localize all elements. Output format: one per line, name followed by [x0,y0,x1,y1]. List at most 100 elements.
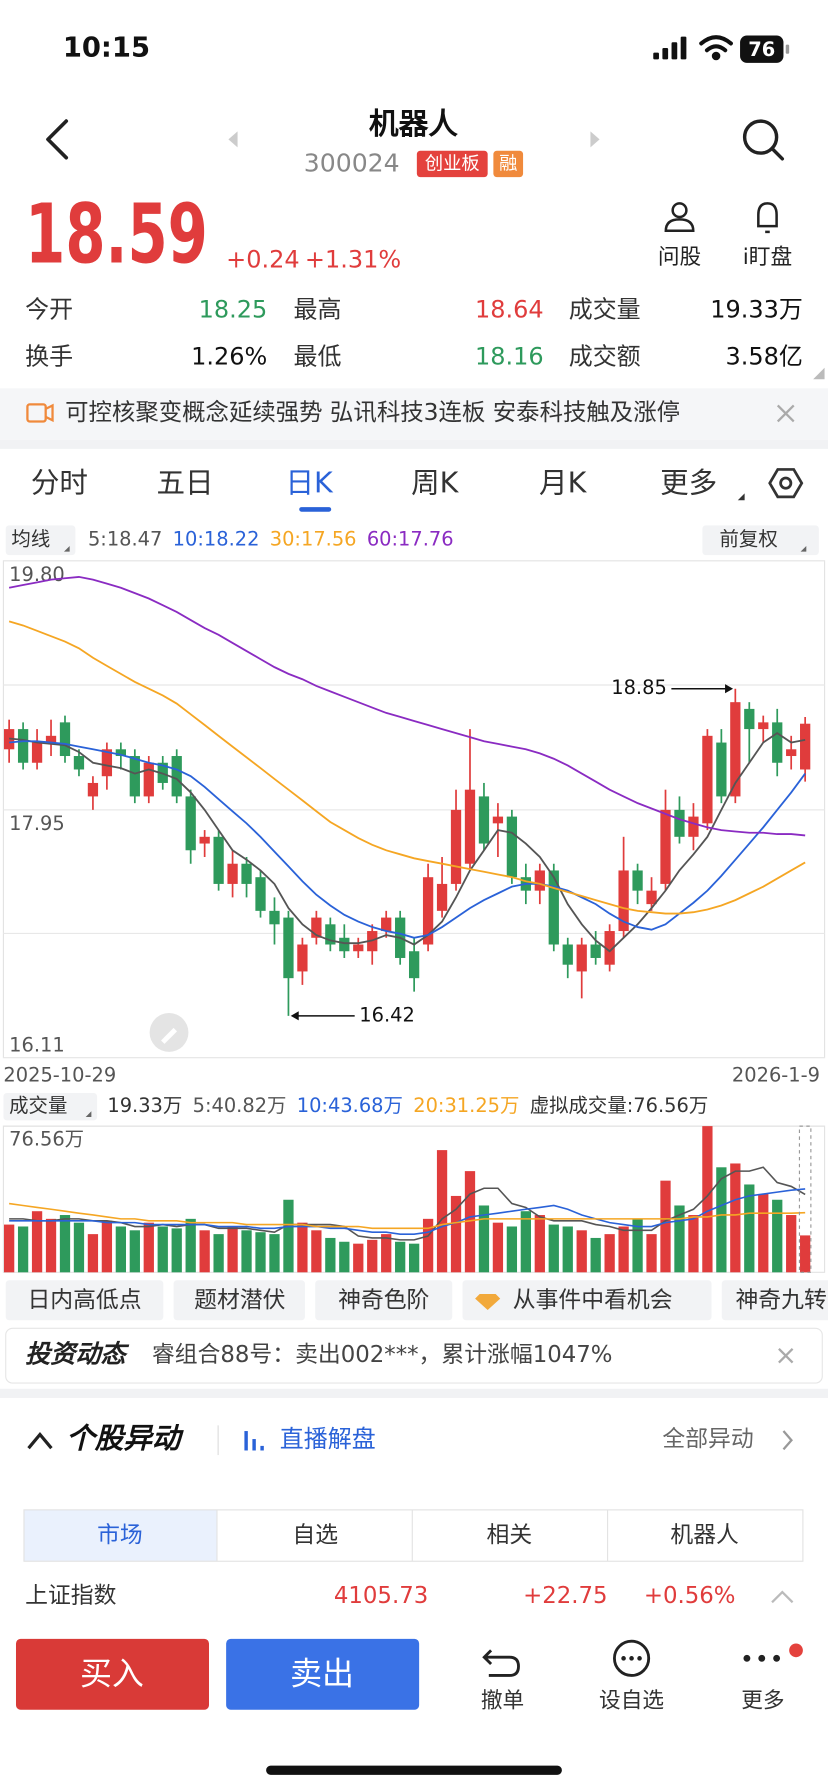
volume-bar [297,1222,308,1273]
volume-label[interactable]: 成交量 [9,1094,67,1117]
subtab[interactable]: 相关 [487,1523,533,1549]
more-icon[interactable] [743,1654,781,1662]
feature-box[interactable] [315,1280,453,1321]
volume-bar [758,1194,769,1273]
volume-ma-line [9,1166,806,1241]
candle-body [45,735,57,743]
ask-icon[interactable] [664,202,695,233]
signal [653,36,687,60]
close-news[interactable] [776,404,795,423]
feature-tab[interactable]: 神奇九转 [735,1287,826,1313]
margin-tag: 融 [499,154,517,175]
feature-tab[interactable]: 从事件中看机会 [513,1287,673,1313]
arrow-head [290,1011,299,1021]
volume-bar [702,1126,713,1273]
all-link[interactable]: 全部异动 [662,1427,753,1453]
volume-bar [450,1195,462,1273]
legend-entry: 60:17.76 [367,528,454,551]
index-arrow[interactable] [771,1590,794,1604]
candle-body [143,762,154,797]
volume-ma-line [9,1188,806,1235]
next-stock[interactable] [590,131,600,148]
watchlist-icon[interactable] [613,1639,651,1677]
volume-bar [786,1215,797,1273]
ma-line [8,620,806,915]
period-tab-active[interactable]: 日K [286,465,335,499]
period-tab[interactable]: 更多 [660,465,717,499]
volume-bar [520,1211,531,1273]
subtab-frame [23,1509,804,1562]
ma-button[interactable] [5,525,76,556]
candle-body [534,870,545,891]
adjust-label[interactable]: 前复权 [720,528,778,551]
volume-bar [381,1234,392,1273]
ma-label[interactable]: 均线 [11,528,50,551]
buy-button[interactable] [15,1638,209,1710]
invest-label: 投资动态 [25,1340,129,1369]
news-bar[interactable] [0,388,828,440]
invest-box[interactable] [5,1327,823,1384]
live-icon [244,1431,264,1451]
feature-box[interactable] [462,1280,712,1321]
buy-label[interactable]: 买入 [80,1654,144,1692]
ask-button[interactable]: 问股 [658,245,701,270]
volume-bar [646,1234,657,1273]
ma-line [9,732,806,953]
sell-label[interactable]: 卖出 [290,1654,354,1692]
stat-label: 换手 [25,343,73,371]
volume-bar [618,1226,629,1273]
prev-stock[interactable] [228,131,238,148]
sell-button[interactable] [226,1638,420,1710]
watch-button[interactable]: i盯盘 [743,245,792,270]
arrow-head [725,684,734,694]
more-label[interactable]: 更多 [741,1689,784,1714]
adjust-button[interactable] [702,525,819,556]
back-button[interactable] [46,119,69,160]
candle-body [59,722,71,757]
stat-value: 18.25 [199,296,268,324]
period-tab[interactable]: 周K [411,465,460,499]
subtab[interactable]: 机器人 [670,1523,739,1549]
volume-bar [17,1226,29,1273]
watch-icon[interactable] [757,202,778,234]
index-name[interactable]: 上证指数 [25,1583,116,1609]
volume-bar [59,1215,71,1273]
legend-entry: 5:18.47 [88,528,162,551]
high-label: 18.85 [611,676,667,699]
volume-button[interactable] [3,1093,98,1121]
volume-bar [464,1171,476,1273]
change: +0.24 [226,245,299,273]
close-invest[interactable] [778,1348,794,1364]
subtab-active[interactable]: 市场 [97,1523,143,1549]
volume-bar [590,1237,601,1273]
tag-box [416,150,488,178]
feature-box[interactable] [5,1280,164,1321]
candle-body [311,917,322,938]
news-text[interactable]: 可控核聚变概念延续强势 弘讯科技3连板 安泰科技触及涨停 [65,398,680,426]
invest-text[interactable]: 睿组合88号：卖出002***，累计涨幅1047% [152,1342,613,1368]
feature-tab[interactable]: 神奇色阶 [338,1287,429,1313]
chart-settings[interactable] [768,468,804,499]
feature-box[interactable] [721,1280,828,1321]
candle-body [492,816,504,824]
feature-tab[interactable]: 日内高低点 [27,1287,141,1313]
volume-bar [157,1226,168,1273]
period-tab[interactable]: 五日 [156,465,213,499]
stat-value: 18.64 [475,296,544,324]
period-tab[interactable]: 月K [539,465,588,499]
cancel-label[interactable]: 撤单 [481,1689,524,1714]
collapse-icon[interactable] [27,1431,53,1450]
period-tab[interactable]: 分时 [31,465,88,499]
watchlist-label[interactable]: 设自选 [599,1689,664,1714]
search-button[interactable] [742,119,785,161]
candle-body [17,729,29,763]
y-tick-label: 16.11 [9,1034,65,1057]
feature-box[interactable] [173,1280,305,1321]
live-link[interactable]: 直播解盘 [280,1425,376,1453]
subtab[interactable]: 自选 [292,1523,338,1549]
cancel-icon[interactable] [482,1649,520,1677]
price: 18.59 [25,187,208,282]
candle-body [101,749,113,777]
feature-tab[interactable]: 题材潜伏 [194,1287,285,1313]
volume-bar [548,1224,559,1273]
